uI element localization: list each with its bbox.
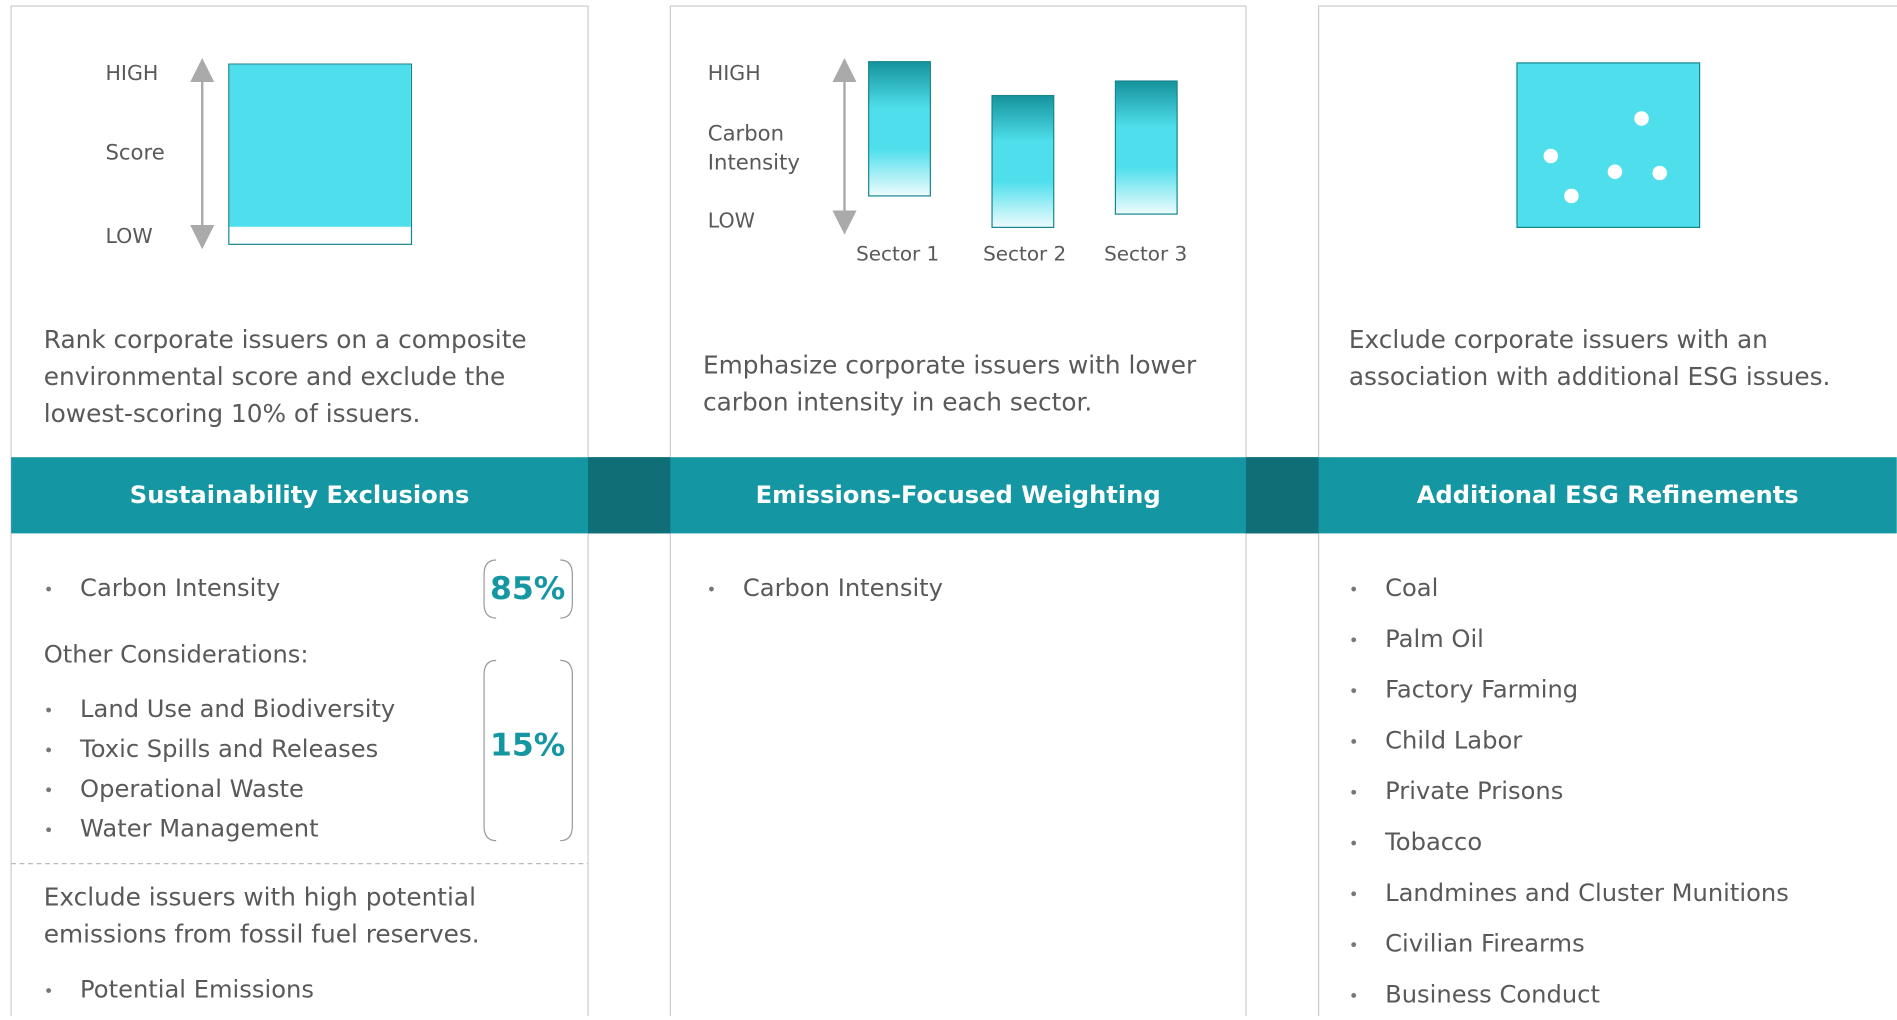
bullet: [46, 787, 52, 793]
panel-title: Additional ESG Refinements: [1417, 481, 1799, 509]
sector-label: Sector 1: [856, 242, 939, 266]
bullet: [1351, 637, 1357, 643]
bullet: [1351, 586, 1357, 592]
axis-label: Carbon: [708, 120, 784, 145]
list-item: Coal: [1385, 574, 1438, 602]
list-item: Child Labor: [1385, 726, 1522, 754]
description: Exclude corporate issuers with an: [1349, 325, 1768, 354]
axis-high: HIGH: [708, 61, 761, 85]
score-fill: [229, 64, 411, 227]
subheading: Other Considerations:: [44, 641, 309, 669]
list-item: Civilian Firearms: [1385, 930, 1585, 958]
bullet: [46, 707, 52, 713]
bullet: [1351, 891, 1357, 897]
header-gap: [588, 457, 671, 534]
bullet: [1351, 840, 1357, 846]
description: Emphasize corporate issuers with lower: [703, 350, 1197, 379]
weight: 15%: [490, 727, 565, 763]
description: Rank corporate issuers on a composite: [44, 325, 527, 354]
weight: 85%: [490, 571, 565, 607]
panel-title: Emissions-Focused Weighting: [756, 481, 1161, 509]
axis-low: LOW: [708, 208, 755, 232]
bullet: [1351, 993, 1357, 998]
bullet: [46, 988, 52, 994]
header-band: [11, 457, 1897, 534]
list-item: Water Management: [80, 815, 319, 843]
list-item: Business Conduct: [1385, 980, 1600, 1008]
list-item: Carbon Intensity: [743, 574, 943, 602]
bullet: [1351, 789, 1357, 795]
axis-low: LOW: [105, 224, 152, 248]
issues-box: [1516, 62, 1701, 228]
bracket: [483, 559, 497, 619]
note: emissions from fossil fuel reserves.: [44, 920, 480, 949]
description: carbon intensity in each sector.: [703, 387, 1092, 416]
sector-label: Sector 2: [983, 242, 1066, 266]
sector-label: Sector 3: [1104, 242, 1187, 266]
bullet: [46, 747, 52, 753]
note: Exclude issuers with high potential: [44, 883, 476, 912]
bullet: [709, 586, 714, 592]
list-item: Toxic Spills and Releases: [79, 735, 378, 763]
axis-label: Score: [105, 140, 164, 165]
bullet: [46, 586, 52, 592]
list-item: Private Prisons: [1385, 777, 1563, 805]
list-item: Potential Emissions: [80, 976, 314, 1004]
panel-title: Sustainability Exclusions: [130, 481, 470, 509]
list-item: Carbon Intensity: [80, 574, 280, 602]
axis-label: Intensity: [708, 149, 800, 174]
description: association with additional ESG issues.: [1349, 362, 1831, 391]
description: lowest-scoring 10% of issuers.: [44, 399, 421, 428]
sector-bar: [868, 61, 931, 197]
header-gap: [1246, 457, 1319, 534]
bullet: [1351, 739, 1357, 744]
axis-high: HIGH: [105, 61, 158, 85]
list-item: Operational Waste: [80, 775, 304, 803]
list-item: Land Use and Biodiversity: [80, 695, 395, 723]
list-item: Tobacco: [1384, 828, 1482, 856]
bracket: [560, 559, 573, 619]
bullet: [1351, 688, 1357, 694]
bracket: [483, 659, 497, 842]
description: environmental score and exclude the: [44, 362, 506, 391]
bullet: [46, 827, 52, 833]
bullet: [1351, 942, 1357, 948]
sector-bar: [991, 94, 1055, 228]
list-item: Landmines and Cluster Munitions: [1385, 879, 1789, 907]
list-item: Palm Oil: [1385, 625, 1484, 653]
list-item: Factory Farming: [1385, 676, 1578, 704]
bracket: [560, 659, 573, 842]
dots: [1543, 111, 1667, 204]
sector-bar: [1114, 80, 1178, 215]
